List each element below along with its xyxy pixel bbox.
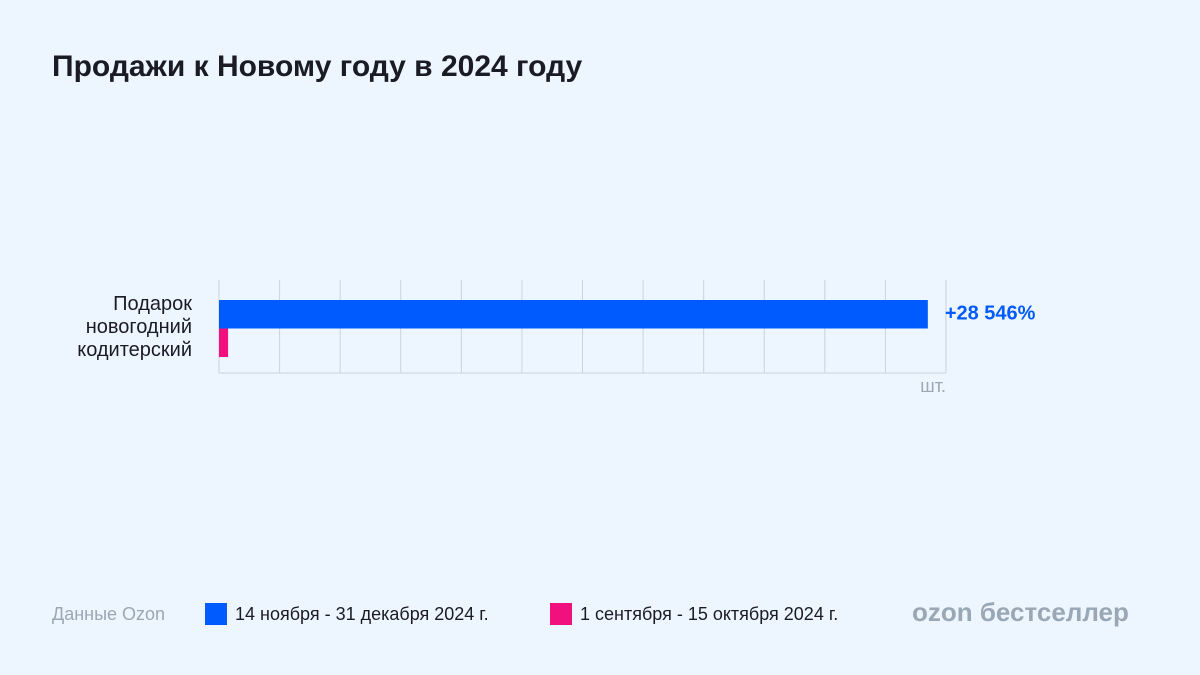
- unit-label: шт.: [920, 376, 946, 396]
- legend-swatch: [550, 603, 572, 625]
- legend-label: 14 ноября - 31 декабря 2024 г.: [235, 604, 489, 624]
- chart-title: Продажи к Новому году в 2024 году: [52, 50, 582, 83]
- annotation: +28 546%: [945, 303, 1036, 325]
- brand: ozon бестселлер: [912, 597, 1129, 627]
- bar: [219, 328, 229, 357]
- source: Данные Ozon: [52, 604, 165, 624]
- legend-label: 1 сентября - 15 октября 2024 г.: [580, 604, 838, 624]
- bar: [219, 300, 928, 329]
- legend-swatch: [205, 603, 227, 625]
- category-label: Подарок новогодний кодитерский: [77, 293, 192, 361]
